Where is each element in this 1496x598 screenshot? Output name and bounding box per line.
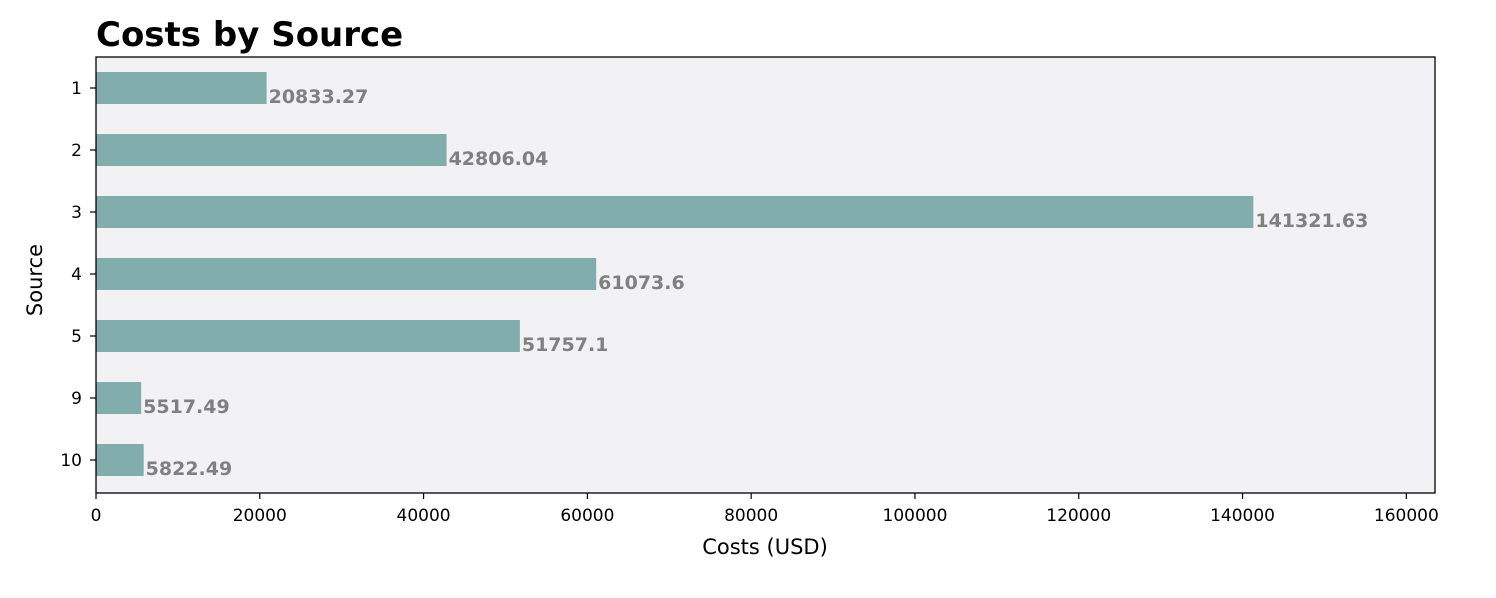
data-label-source-4: 61073.6	[598, 272, 685, 294]
x-tick-label-140000: 140000	[1210, 506, 1275, 526]
y-tick-label-10: 10	[60, 451, 82, 471]
x-tick-label-20000: 20000	[233, 506, 287, 526]
bar-source-3	[96, 196, 1254, 228]
plot-frame	[95, 56, 1436, 494]
data-label-source-3: 141321.63	[1255, 210, 1368, 232]
x-axis-ticks: 0 20000 40000 60000 80000 100000 120000 140000 1…	[91, 493, 1439, 526]
x-tick-label-0: 0	[91, 506, 102, 526]
data-labels-group: 20833.27 42806.04 141321.63 61073.6 51757.1 5…	[143, 86, 1368, 480]
y-tick-label-5: 5	[71, 327, 82, 347]
y-tick-label-3: 3	[71, 203, 82, 223]
data-label-source-2: 42806.04	[449, 148, 549, 170]
x-tick-label-60000: 60000	[560, 506, 614, 526]
bars-group	[96, 72, 1254, 476]
data-label-source-9: 5517.49	[143, 396, 230, 418]
bar-source-5	[96, 320, 520, 352]
bar-source-10	[96, 444, 144, 476]
bar-source-9	[96, 382, 142, 414]
x-tick-label-100000: 100000	[883, 506, 948, 526]
y-tick-label-9: 9	[71, 389, 82, 409]
bar-source-1	[96, 72, 267, 104]
bar-source-4	[96, 258, 597, 290]
y-axis-label: Source	[23, 244, 47, 316]
bar-source-2	[96, 134, 447, 166]
x-tick-label-120000: 120000	[1046, 506, 1111, 526]
data-label-source-5: 51757.1	[522, 334, 609, 356]
chart-title: Costs by Source	[96, 15, 403, 55]
y-axis-ticks: 1 2 3 4 5 9 10	[60, 79, 96, 471]
x-tick-label-80000: 80000	[724, 506, 778, 526]
x-tick-label-160000: 160000	[1374, 506, 1439, 526]
y-tick-label-1: 1	[71, 79, 82, 99]
data-label-source-10: 5822.49	[146, 458, 233, 480]
x-tick-label-40000: 40000	[397, 506, 451, 526]
data-label-source-1: 20833.27	[269, 86, 369, 108]
y-tick-label-4: 4	[71, 265, 82, 285]
y-tick-label-2: 2	[71, 141, 82, 161]
x-axis-label: Costs (USD)	[702, 535, 828, 559]
